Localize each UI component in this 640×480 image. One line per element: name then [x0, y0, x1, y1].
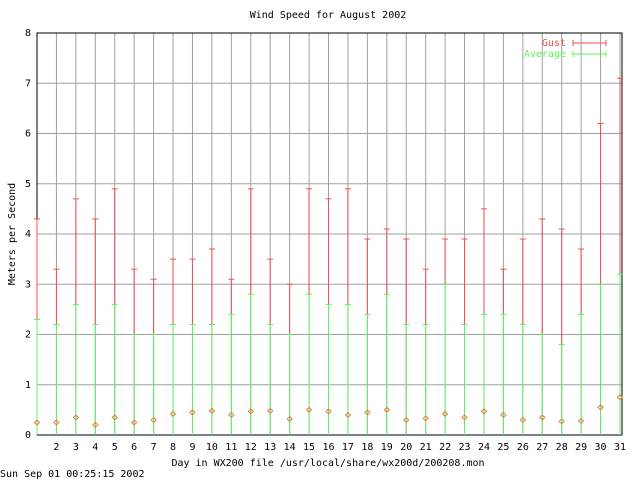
y-tick-label: 3	[25, 279, 31, 290]
x-tick-label: 27	[536, 442, 548, 453]
marker	[597, 404, 604, 411]
marker	[228, 411, 235, 419]
x-tick-label: 13	[264, 442, 276, 453]
x-tick-label: 9	[189, 442, 195, 453]
y-axis-label: Meters per Second	[7, 183, 18, 285]
marker	[286, 415, 293, 423]
x-tick-label: 7	[151, 442, 157, 453]
marker	[500, 411, 507, 419]
x-tick-label: 14	[284, 442, 296, 453]
x-tick-label: 26	[517, 442, 529, 453]
marker	[403, 416, 410, 424]
x-tick-label: 11	[225, 442, 237, 453]
x-tick-label: 31	[614, 442, 626, 453]
x-tick-label: 21	[420, 442, 432, 453]
x-tick-label: 2	[53, 442, 59, 453]
marker	[247, 408, 254, 415]
x-tick-label: 24	[478, 442, 490, 453]
x-tick-label: 19	[381, 442, 393, 453]
marker	[325, 408, 332, 415]
x-tick-label: 23	[459, 442, 471, 453]
x-tick-label: 20	[400, 442, 412, 453]
legend-label: Gust	[542, 38, 566, 49]
x-tick-label: 10	[206, 442, 218, 453]
y-tick-label: 1	[25, 380, 31, 391]
marker	[33, 419, 41, 426]
marker	[616, 394, 624, 401]
marker	[383, 406, 391, 414]
marker	[344, 411, 352, 419]
x-tick-label: 3	[73, 442, 79, 453]
legend-label: Average	[524, 49, 566, 60]
marker	[111, 414, 118, 421]
marker	[266, 407, 274, 415]
marker	[461, 414, 468, 421]
y-tick-label: 5	[25, 179, 31, 190]
marker	[539, 414, 546, 421]
marker	[441, 410, 449, 418]
y-tick-label: 2	[25, 330, 31, 341]
marker	[92, 421, 99, 429]
marker	[364, 409, 371, 416]
marker	[130, 419, 138, 426]
marker	[53, 419, 60, 426]
chart-title: Wind Speed for August 2002	[250, 10, 407, 21]
marker	[72, 414, 80, 421]
x-tick-label: 4	[92, 442, 98, 453]
marker	[305, 406, 313, 414]
x-tick-label: 15	[303, 442, 315, 453]
x-tick-label: 18	[361, 442, 373, 453]
x-tick-label: 16	[322, 442, 334, 453]
marker	[208, 407, 216, 415]
x-tick-label: 17	[342, 442, 354, 453]
y-tick-label: 7	[25, 78, 31, 89]
marker	[150, 416, 157, 424]
x-tick-label: 28	[556, 442, 568, 453]
marker	[480, 408, 488, 415]
marker	[558, 418, 565, 425]
x-tick-label: 12	[245, 442, 257, 453]
marker	[189, 409, 196, 416]
x-tick-label: 25	[497, 442, 509, 453]
x-tick-label: 8	[170, 442, 176, 453]
x-tick-label: 30	[595, 442, 607, 453]
y-tick-label: 8	[25, 28, 31, 39]
marker	[577, 417, 585, 425]
y-tick-label: 6	[25, 129, 31, 140]
marker	[422, 415, 429, 422]
marker	[519, 416, 527, 424]
y-tick-label: 4	[25, 229, 31, 240]
marker	[169, 410, 177, 418]
x-tick-label: 5	[112, 442, 118, 453]
x-tick-label: 29	[575, 442, 587, 453]
footer: Sun Sep 01 00:25:15 2002	[0, 469, 145, 480]
x-tick-label: 22	[439, 442, 451, 453]
x-tick-label: 6	[131, 442, 137, 453]
y-tick-label: 0	[25, 430, 31, 441]
x-axis-label: Day in WX200 file /usr/local/share/wx200…	[171, 458, 484, 469]
